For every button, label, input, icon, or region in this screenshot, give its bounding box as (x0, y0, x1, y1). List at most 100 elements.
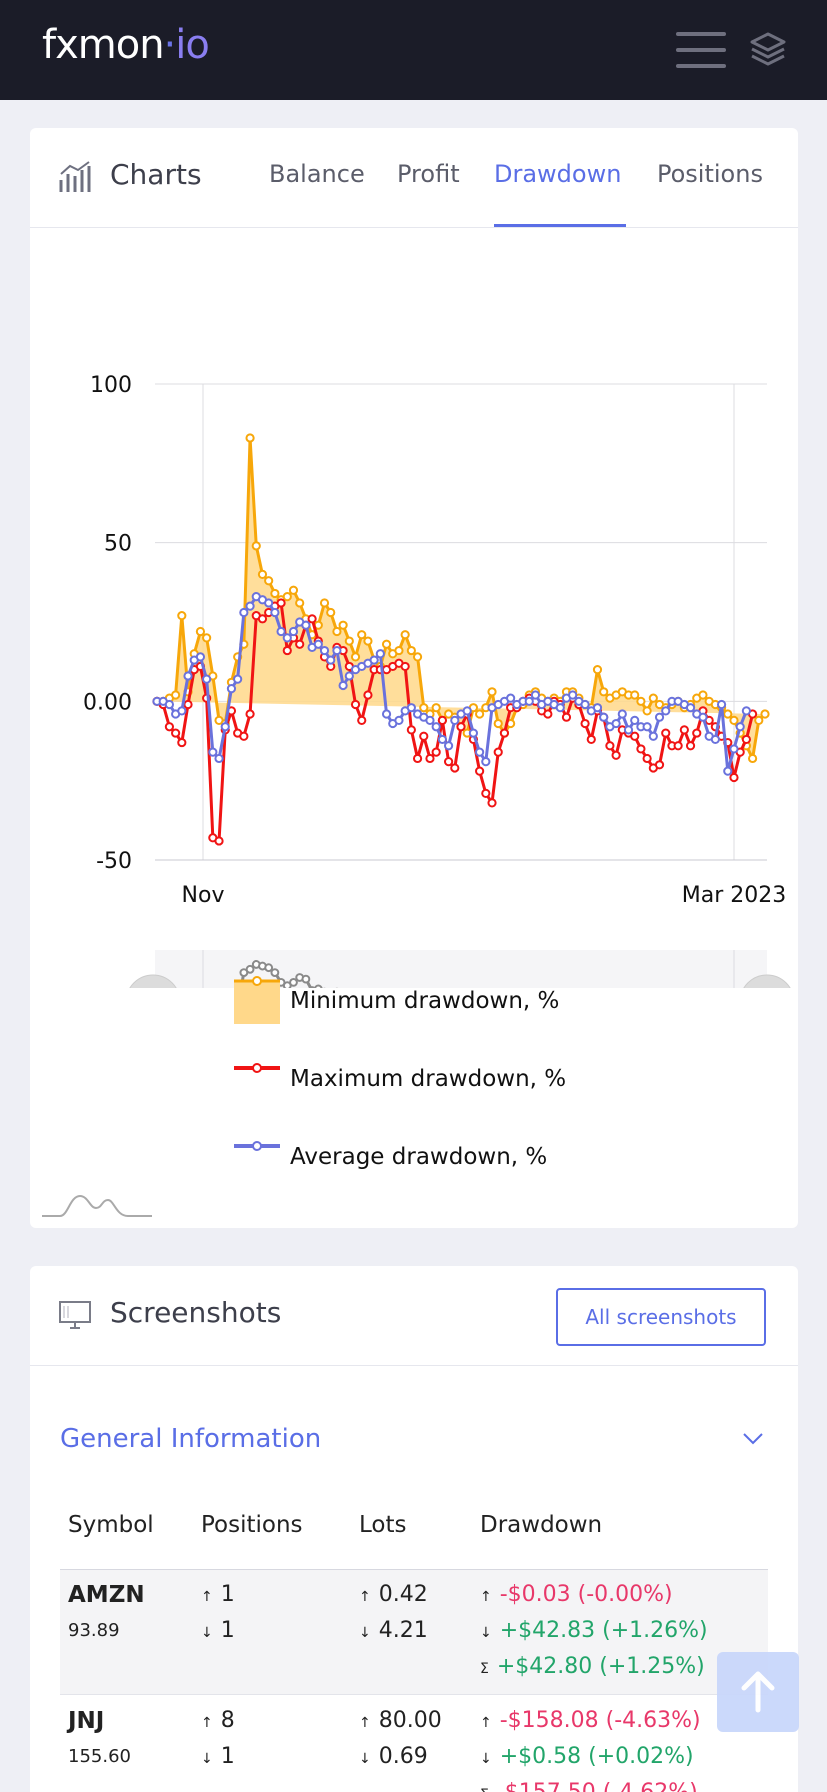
min-drawdown-point (171, 690, 181, 700)
max-drawdown-point (307, 614, 317, 624)
min-drawdown-point (195, 626, 206, 637)
avg-drawdown-point (568, 690, 578, 700)
min-drawdown-point (177, 611, 187, 621)
max-drawdown-point (543, 709, 553, 719)
max-drawdown-point (214, 836, 224, 846)
min-drawdown-point (636, 696, 646, 706)
avg-drawdown-point (530, 690, 541, 700)
avg-drawdown-point (233, 674, 243, 684)
scroll-top-button[interactable] (717, 1652, 799, 1732)
row-divider (60, 1694, 768, 1695)
avg-drawdown-point (685, 703, 696, 713)
min-drawdown-point (729, 715, 739, 725)
legend-max[interactable]: Maximum drawdown, % (290, 1066, 567, 1092)
arrow-up-icon (741, 1671, 775, 1713)
max-drawdown-point (475, 766, 485, 776)
drawdown-down-cell: ↓ +$42.83 (+1.26%) (480, 1618, 708, 1643)
general-info-toggle[interactable]: General Information (60, 1424, 322, 1454)
max-drawdown-point (499, 728, 510, 738)
avg-drawdown-point (654, 712, 665, 722)
avg-drawdown-point (443, 741, 454, 751)
min-drawdown-point (747, 753, 758, 764)
logo[interactable]: fxmon·io (42, 22, 210, 68)
y-tick-label: 0.00 (83, 690, 132, 715)
table-row[interactable] (60, 1570, 768, 1694)
min-drawdown-point (251, 541, 261, 551)
layers-icon[interactable] (748, 30, 788, 70)
min-drawdown-point (698, 690, 708, 700)
navigator-point (314, 984, 323, 988)
min-drawdown-point (350, 652, 361, 662)
max-drawdown-point (406, 725, 416, 735)
tab-active-indicator (494, 224, 626, 227)
max-drawdown-point (741, 734, 751, 745)
symbol-cell: AMZN (68, 1582, 145, 1608)
min-drawdown-point (493, 718, 503, 729)
min-drawdown-point (412, 652, 423, 662)
avg-drawdown-point (431, 722, 441, 732)
avg-drawdown-point (506, 693, 516, 703)
drawdown-sum-cell: Σ-$157.50 (-4.62%) (480, 1780, 698, 1792)
max-drawdown-point (431, 747, 441, 757)
screenshots-header: Screenshots All screenshots (30, 1266, 798, 1366)
max-drawdown-point (654, 760, 665, 770)
min-drawdown-point (270, 588, 280, 599)
hamburger-icon[interactable] (676, 32, 726, 68)
tab-drawdown[interactable]: Drawdown (494, 160, 622, 188)
max-drawdown-point (164, 722, 175, 732)
max-drawdown-point (276, 598, 286, 608)
lots-up-cell: ↑ 0.42 (359, 1582, 428, 1607)
drawdown-range-area (157, 437, 765, 759)
max-drawdown-point (239, 731, 249, 741)
max-drawdown-point (363, 690, 373, 700)
avg-drawdown-point (288, 626, 299, 637)
max-drawdown-point (419, 731, 429, 741)
avg-drawdown-point (301, 620, 311, 630)
avg-drawdown-point (425, 715, 435, 725)
min-drawdown-point (475, 709, 485, 719)
charts-header: Charts Balance Profit Drawdown Positions (30, 128, 798, 228)
charts-card: Charts Balance Profit Drawdown Positions… (30, 128, 798, 1228)
avg-drawdown-point (282, 633, 292, 643)
navigator-point (270, 968, 280, 977)
drawdown-up-cell: ↑ -$158.08 (-4.63%) (480, 1708, 701, 1733)
avg-drawdown-point (481, 757, 491, 767)
min-drawdown-point (487, 687, 497, 697)
avg-drawdown-point (394, 715, 404, 725)
legend-avg[interactable]: Average drawdown, % (290, 1144, 548, 1170)
avg-drawdown-point (226, 684, 237, 694)
min-drawdown-point (344, 636, 354, 646)
avg-drawdown-point (313, 639, 323, 649)
tab-profit[interactable]: Profit (397, 160, 460, 188)
bar-chart-icon (59, 161, 91, 192)
lots-down-cell: ↓ 4.21 (359, 1618, 428, 1643)
legend-min[interactable]: Minimum drawdown, % (290, 988, 560, 1014)
min-drawdown-point (288, 585, 299, 595)
navigator-point (301, 974, 311, 984)
max-drawdown-point (171, 728, 181, 738)
min-drawdown-point (257, 569, 268, 579)
avg-drawdown-point (164, 699, 175, 710)
max-drawdown-point (450, 763, 460, 773)
avg-drawdown-point (177, 706, 187, 716)
avg-drawdown-point (437, 734, 447, 745)
navigator-handle-right[interactable] (740, 974, 794, 988)
avg-drawdown-point (462, 706, 472, 716)
positions-up-cell: ↑ 1 (201, 1582, 235, 1607)
tab-balance[interactable]: Balance (269, 160, 365, 188)
min-drawdown-point (202, 633, 212, 643)
navigator-handle-left[interactable] (126, 974, 180, 988)
max-drawdown-point (493, 747, 503, 757)
min-drawdown-point (282, 592, 292, 602)
legend-swatch-min (234, 976, 280, 1024)
avg-drawdown-point (698, 712, 708, 722)
tab-positions[interactable]: Positions (657, 160, 763, 188)
min-drawdown-point (394, 645, 404, 656)
chevron-down-icon[interactable] (742, 1432, 764, 1446)
max-drawdown-point (412, 753, 423, 764)
all-screenshots-button[interactable]: All screenshots (556, 1288, 766, 1346)
avg-drawdown-point (450, 715, 460, 725)
min-drawdown-point (599, 687, 609, 697)
min-drawdown-point (363, 636, 373, 646)
